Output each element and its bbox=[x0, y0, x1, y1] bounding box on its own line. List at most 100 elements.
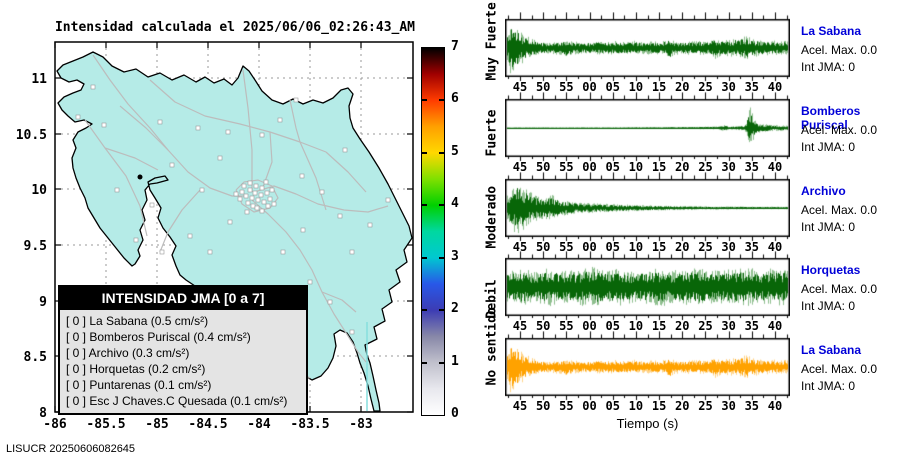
time-axis-label: Tiempo (s) bbox=[616, 416, 679, 431]
time-tick-label: 55 bbox=[559, 80, 574, 94]
time-tick-label: 10 bbox=[628, 240, 644, 254]
station-marker bbox=[225, 129, 231, 135]
time-tick-label: 05 bbox=[605, 160, 620, 174]
station-marker bbox=[337, 213, 343, 219]
station-marker bbox=[259, 185, 265, 191]
road-line bbox=[104, 147, 159, 171]
station-marker bbox=[277, 117, 283, 123]
station-marker bbox=[217, 155, 223, 161]
time-tick-label: 30 bbox=[721, 240, 736, 254]
station-marker bbox=[247, 180, 253, 186]
road-line bbox=[251, 199, 367, 363]
colorbar-tick bbox=[422, 361, 427, 364]
y-axis-tick-label: 8.5 bbox=[24, 350, 47, 365]
colorbar-tick bbox=[439, 151, 444, 154]
station-name-label: La Sabana bbox=[801, 24, 862, 38]
station-marker bbox=[307, 279, 313, 285]
colorbar-value-label: 7 bbox=[451, 39, 459, 54]
legend-item: [ 0 ] Esc J Chaves.C Quesada (0.1 cm/s²) bbox=[66, 394, 288, 408]
time-tick-label: 55 bbox=[559, 399, 574, 413]
legend-item-list: [ 0 ] La Sabana (0.5 cm/s²) [ 0 ] Bombero… bbox=[60, 313, 306, 409]
time-tick-label: 05 bbox=[605, 319, 620, 333]
colorbar-value-label: 3 bbox=[451, 248, 459, 264]
x-axis-tick-label: -84.5 bbox=[188, 417, 227, 432]
time-tick-label: 40 bbox=[767, 80, 783, 94]
station-marker bbox=[349, 329, 355, 335]
colorbar-tick bbox=[422, 256, 427, 259]
station-name-label: Bomberos Puriscal bbox=[801, 104, 861, 132]
time-tick-label: 20 bbox=[675, 240, 690, 254]
intensity-legend: INTENSIDAD JMA [0 a 7] [ 0 ] La Sabana (… bbox=[58, 285, 308, 415]
time-tick-label: 35 bbox=[744, 160, 760, 174]
colorbar-tick bbox=[422, 309, 427, 312]
x-axis-tick-label: -84 bbox=[247, 417, 271, 432]
time-tick-label: 05 bbox=[605, 80, 620, 94]
page-title: Intensidad calculada el 2025/06/06_02:26… bbox=[54, 20, 416, 35]
station-marker bbox=[259, 132, 265, 138]
time-tick-label: 35 bbox=[744, 80, 760, 94]
colorbar-value-label: 0 bbox=[451, 406, 459, 421]
station-marker bbox=[227, 219, 233, 225]
station-marker bbox=[239, 189, 245, 195]
station-marker bbox=[327, 299, 333, 305]
time-tick-label: 00 bbox=[582, 319, 597, 333]
station-marker bbox=[264, 190, 270, 196]
waveform-panel: 45 50 55 00 05 10 15 20 25 30 35 40 Archivo Acel. Max… bbox=[505, 172, 910, 258]
legend-item: [ 0 ] Horquetas (0.2 cm/s²) bbox=[66, 362, 206, 376]
colorbar-value-label: 2 bbox=[451, 301, 459, 317]
time-tick-label: 15 bbox=[651, 80, 667, 94]
road-line bbox=[242, 69, 253, 192]
colorbar-tick bbox=[439, 361, 444, 364]
time-tick-label: 25 bbox=[698, 399, 713, 413]
station-marker bbox=[255, 197, 261, 203]
colorbar-tick bbox=[439, 256, 444, 259]
colorbar-category-label: Fuerte bbox=[484, 109, 500, 157]
station-marker bbox=[114, 187, 120, 193]
time-tick-label: 30 bbox=[721, 160, 736, 174]
station-marker bbox=[367, 222, 373, 228]
time-tick-label: 40 bbox=[767, 160, 783, 174]
time-tick-label: 20 bbox=[675, 319, 690, 333]
colorbar-tick bbox=[439, 99, 444, 102]
time-tick-label: 15 bbox=[651, 240, 667, 254]
colorbar-tick bbox=[422, 151, 427, 154]
time-tick-label: 35 bbox=[744, 240, 760, 254]
waveform-canvas bbox=[505, 12, 790, 84]
station-marker bbox=[300, 227, 306, 233]
time-tick-label: 20 bbox=[675, 160, 690, 174]
waveform-panel: 45 50 55 00 05 10 15 20 25 30 35 40 La Sabana Acel. M… bbox=[505, 12, 910, 98]
station-marker bbox=[90, 84, 96, 90]
time-tick-label: 00 bbox=[582, 160, 597, 174]
station-marker bbox=[199, 187, 205, 193]
colorbar-value-label: 6 bbox=[451, 91, 459, 107]
y-axis-tick-label: 11 bbox=[31, 72, 47, 87]
intensity-jma-label: Int JMA: 0 bbox=[801, 140, 856, 154]
time-tick-label: 50 bbox=[535, 80, 551, 94]
road-line bbox=[321, 291, 357, 313]
colorbar-tick bbox=[422, 99, 427, 102]
time-tick-label: 00 bbox=[582, 399, 597, 413]
station-marker bbox=[261, 199, 267, 205]
road-line bbox=[119, 105, 169, 151]
colorbar-category-label: Debil bbox=[484, 279, 500, 319]
time-tick-label: 35 bbox=[744, 319, 760, 333]
station-marker bbox=[149, 202, 155, 208]
time-tick-label: 55 bbox=[559, 240, 574, 254]
time-tick-label: 15 bbox=[651, 319, 667, 333]
time-tick-label: 10 bbox=[628, 80, 644, 94]
time-tick-label: 20 bbox=[675, 80, 690, 94]
time-tick-label: 45 bbox=[512, 80, 528, 94]
station-marker bbox=[133, 237, 139, 243]
acceleration-max-label: Acel. Max. 0.0 bbox=[801, 362, 878, 376]
station-marker bbox=[207, 249, 213, 255]
station-marker bbox=[342, 147, 348, 153]
costa-rica-map: -86 -85.5 -85 -84.5 -84 -83.5 -83 8 8.5 9 9.5 10 10.… bbox=[16, 41, 414, 432]
legend-title: INTENSIDAD JMA [0 a 7] bbox=[60, 287, 306, 310]
y-axis-tick-label: 10.5 bbox=[16, 128, 47, 143]
station-marker bbox=[241, 183, 247, 189]
station-marker bbox=[245, 200, 251, 206]
road-line bbox=[84, 119, 148, 237]
x-axis-tick-label: -83.5 bbox=[290, 417, 329, 432]
time-tick-label: 30 bbox=[721, 399, 736, 413]
x-axis-tick-label: -85.5 bbox=[86, 417, 125, 432]
